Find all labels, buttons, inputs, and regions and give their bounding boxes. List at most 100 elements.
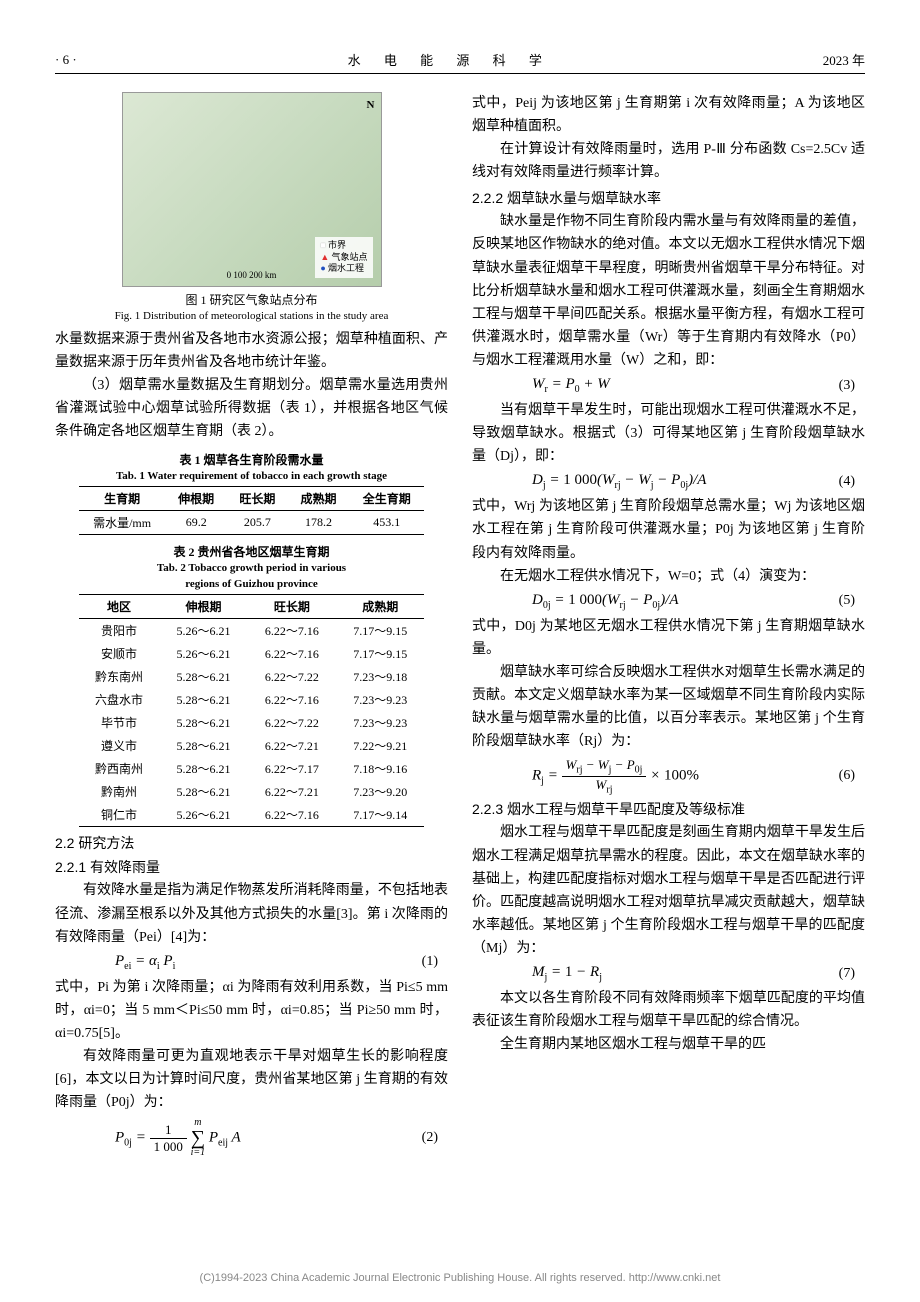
table-row: 黔南州5.28～6.216.22～7.217.23～9.20 [79,780,425,803]
td: 6.22～7.16 [248,803,336,827]
eq1-body: Pei = αi Pi [115,953,175,972]
table-2: 地区 伸根期 旺长期 成熟期 贵阳市5.26～6.216.22～7.167.17… [79,594,425,827]
equation-7: Mj = 1 − Rj (7) [472,964,865,983]
left-column: N 市界 气象站点 烟水工程 0 100 200 km 图 1 研究区气象站点分… [55,92,448,1162]
table-row: 铜仁市5.26～6.216.22～7.167.17～9.14 [79,803,425,827]
td: 7.18～9.16 [336,757,424,780]
page-number-left: · 6 · [55,52,77,68]
th: 成熟期 [336,595,424,619]
td: 7.17～9.15 [336,619,424,643]
td: 6.22～7.22 [248,711,336,734]
map-legend: 市界 气象站点 烟水工程 [315,237,372,278]
th: 成熟期 [288,487,349,511]
left-para-1: 水量数据来源于贵州省及各地市水资源公报；烟草种植面积、产量数据来源于历年贵州省及… [55,328,448,374]
td: 6.22～7.21 [248,734,336,757]
table1-title-cn: 表 1 烟草各生育阶段需水量 [55,451,448,468]
section-2-2-1: 2.2.1 有效降雨量 [55,857,448,877]
td: 6.22～7.16 [248,688,336,711]
td: 6.22～7.22 [248,665,336,688]
para-222b: 当有烟草干旱发生时，可能出现烟水工程可供灌溉水不足，导致烟草缺水。根据式（3）可… [472,399,865,468]
th: 旺长期 [248,595,336,619]
para-222f: 烟草缺水率可综合反映烟水工程供水对烟草生长需水满足的贡献。本文定义烟草缺水率为某… [472,661,865,753]
table2-title-cn: 表 2 贵州省各地区烟草生育期 [55,543,448,560]
th: 地区 [79,595,160,619]
td: 5.26～6.21 [159,642,247,665]
legend-tobacco: 烟水工程 [320,263,367,275]
year-right: 2023 年 [823,50,865,69]
figure-1: N 市界 气象站点 烟水工程 0 100 200 km 图 1 研究区气象站点分… [55,92,448,322]
table-row: 六盘水市5.28～6.216.22～7.167.23～9.23 [79,688,425,711]
eq5-num: (5) [839,593,855,609]
td: 六盘水市 [79,688,160,711]
table-row: 安顺市5.26～6.216.22～7.167.17～9.15 [79,642,425,665]
table-row: 贵阳市5.26～6.216.22～7.167.17～9.15 [79,619,425,643]
table-row: 生育期 伸根期 旺长期 成熟期 全生育期 [79,487,425,511]
section-2-2-3: 2.2.3 烟水工程与烟草干旱匹配度及等级标准 [472,799,865,819]
td: 5.26～6.21 [159,619,247,643]
td: 需水量/mm [79,511,166,535]
table2-title-en2: regions of Guizhou province [55,578,448,590]
map-image-placeholder: N 市界 气象站点 烟水工程 0 100 200 km [122,92,382,287]
th: 全生育期 [349,487,424,511]
compass-icon: N [367,99,375,111]
eq2-body: P0j = 11 000 m∑i=1 Peij A [115,1118,241,1158]
eq4-num: (4) [839,474,855,490]
para-222c: 式中，Wrj 为该地区第 j 生育阶段烟草总需水量；Wj 为该地区烟水工程在第 … [472,495,865,564]
eq7-body: Mj = 1 − Rj [532,964,602,983]
td: 安顺市 [79,642,160,665]
td: 69.2 [166,511,227,535]
td: 453.1 [349,511,424,535]
td: 7.17～9.14 [336,803,424,827]
table-1: 生育期 伸根期 旺长期 成熟期 全生育期 需水量/mm 69.2 205.7 1… [79,486,425,535]
equation-1: Pei = αi Pi (1) [55,953,448,972]
td: 178.2 [288,511,349,535]
th: 旺长期 [227,487,288,511]
td: 7.22～9.21 [336,734,424,757]
para-223c: 全生育期内某地区烟水工程与烟草干旱的匹 [472,1033,865,1056]
eq7-num: (7) [839,966,855,982]
td: 5.28～6.21 [159,734,247,757]
right-para-2: 在计算设计有效降雨量时，选用 P-Ⅲ 分布函数 Cs=2.5Cv 适线对有效降雨… [472,138,865,184]
td: 贵阳市 [79,619,160,643]
eq6-body: Rj = Wrj − Wj − P0jWrj × 100% [532,757,699,795]
two-column-layout: N 市界 气象站点 烟水工程 0 100 200 km 图 1 研究区气象站点分… [55,92,865,1162]
th: 生育期 [79,487,166,511]
eq5-body: D0j = 1 000(Wrj − P0j)/A [532,592,679,611]
td: 5.28～6.21 [159,665,247,688]
para-222d: 在无烟水工程供水情况下，W=0；式（4）演变为： [472,565,865,588]
table-row: 黔东南州5.28～6.216.22～7.227.23～9.18 [79,665,425,688]
td: 铜仁市 [79,803,160,827]
eq1-num: (1) [422,954,438,970]
equation-4: Dj = 1 000(Wrj − Wj − P0j)/A (4) [472,472,865,491]
td: 7.17～9.15 [336,642,424,665]
td: 6.22～7.16 [248,619,336,643]
table-row: 需水量/mm 69.2 205.7 178.2 453.1 [79,511,425,535]
table-row: 地区 伸根期 旺长期 成熟期 [79,595,425,619]
td: 7.23～9.20 [336,780,424,803]
equation-3: Wr = P0 + W (3) [472,376,865,395]
equation-5: D0j = 1 000(Wrj − P0j)/A (5) [472,592,865,611]
table-row: 毕节市5.28～6.216.22～7.227.23～9.23 [79,711,425,734]
para-221a: 有效降水量是指为满足作物蒸发所消耗降雨量，不包括地表径流、渗漏至根系以外及其他方… [55,879,448,948]
td: 5.28～6.21 [159,711,247,734]
left-para-2: （3）烟草需水量数据及生育期划分。烟草需水量选用贵州省灌溉试验中心烟草试验所得数… [55,374,448,443]
td: 黔东南州 [79,665,160,688]
section-2-2-2: 2.2.2 烟草缺水量与烟草缺水率 [472,188,865,208]
eq4-body: Dj = 1 000(Wrj − Wj − P0j)/A [532,472,706,491]
equation-6: Rj = Wrj − Wj − P0jWrj × 100% (6) [472,757,865,795]
eq3-body: Wr = P0 + W [532,376,610,395]
td: 6.22～7.17 [248,757,336,780]
para-223a: 烟水工程与烟草干旱匹配度是刻画生育期内烟草干旱发生后烟水工程满足烟草抗旱需水的程… [472,821,865,960]
journal-title: 水 电 能 源 科 学 [348,50,552,69]
td: 黔南州 [79,780,160,803]
td: 205.7 [227,511,288,535]
td: 6.22～7.21 [248,780,336,803]
table-row: 遵义市5.28～6.216.22～7.217.22～9.21 [79,734,425,757]
para-222e: 式中，D0j 为某地区无烟水工程供水情况下第 j 生育期烟草缺水量。 [472,615,865,661]
td: 5.28～6.21 [159,688,247,711]
scale-bar: 0 100 200 km [227,270,277,280]
legend-station: 气象站点 [320,252,367,264]
td: 5.28～6.21 [159,780,247,803]
para-222a: 缺水量是作物不同生育阶段内需水量与有效降雨量的差值，反映某地区作物缺水的绝对值。… [472,210,865,372]
para-221c: 有效降雨量可更为直观地表示干旱对烟草生长的影响程度[6]，本文以日为计算时间尺度… [55,1045,448,1114]
